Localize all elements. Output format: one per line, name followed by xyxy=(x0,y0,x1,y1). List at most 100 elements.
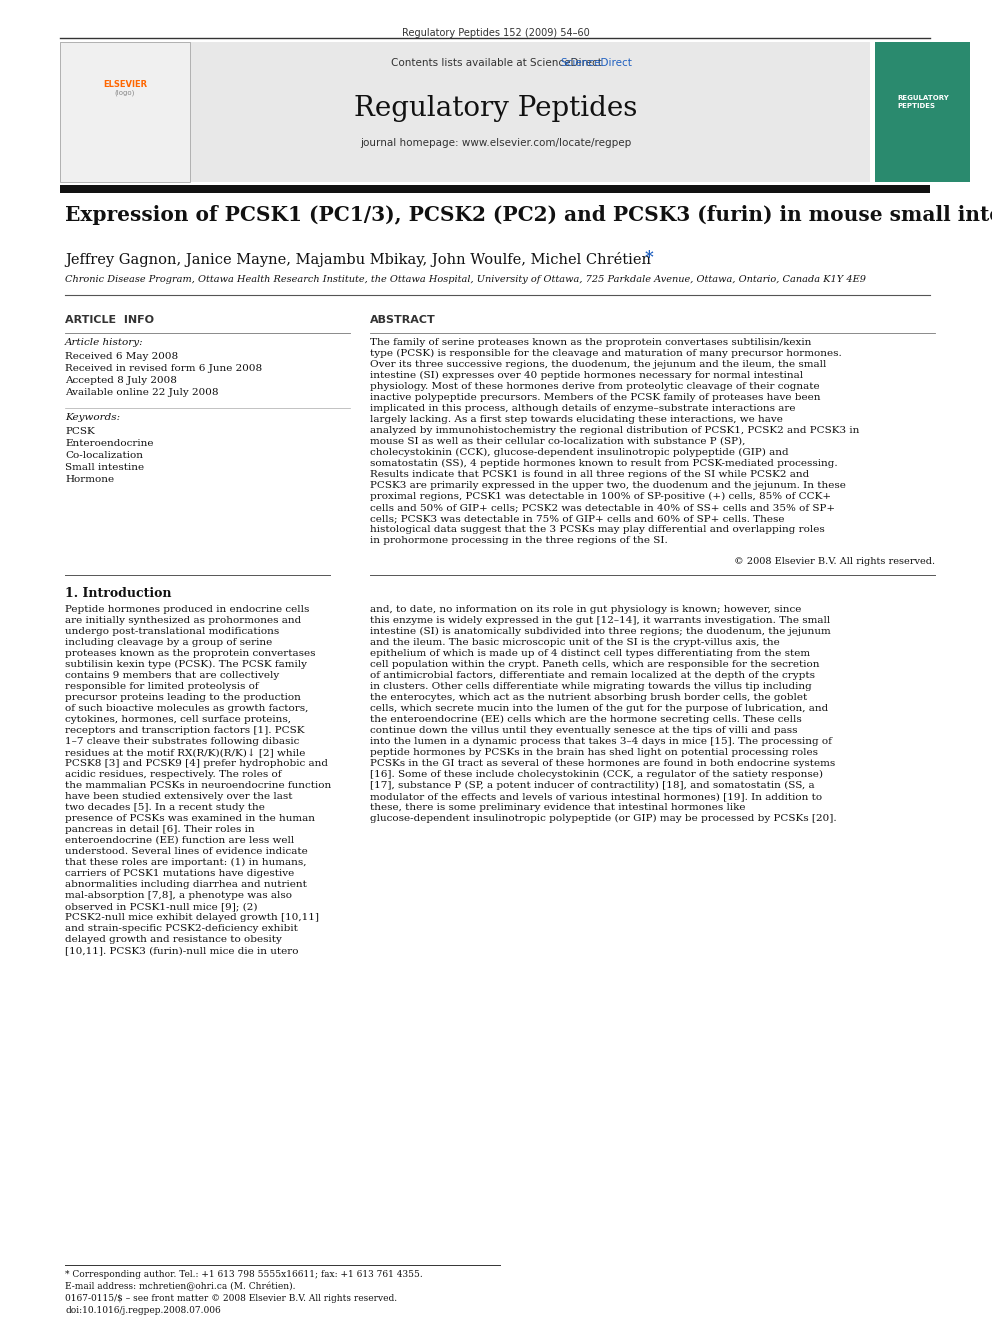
Text: Over its three successive regions, the duodenum, the jejunum and the ileum, the : Over its three successive regions, the d… xyxy=(370,360,826,369)
Text: mal-absorption [7,8], a phenotype was also: mal-absorption [7,8], a phenotype was al… xyxy=(65,890,292,900)
Text: (logo): (logo) xyxy=(115,90,135,97)
Text: *: * xyxy=(645,249,654,266)
Text: * Corresponding author. Tel.: +1 613 798 5555x16611; fax: +1 613 761 4355.: * Corresponding author. Tel.: +1 613 798… xyxy=(65,1270,423,1279)
Text: modulator of the effects and levels of various intestinal hormones) [19]. In add: modulator of the effects and levels of v… xyxy=(370,792,822,800)
Text: intestine (SI) is anatomically subdivided into three regions; the duodenum, the : intestine (SI) is anatomically subdivide… xyxy=(370,627,830,636)
Text: Regulatory Peptides 152 (2009) 54–60: Regulatory Peptides 152 (2009) 54–60 xyxy=(402,28,590,38)
Text: Received 6 May 2008: Received 6 May 2008 xyxy=(65,352,179,361)
Text: cells, which secrete mucin into the lumen of the gut for the purpose of lubricat: cells, which secrete mucin into the lume… xyxy=(370,704,828,713)
Text: Available online 22 July 2008: Available online 22 July 2008 xyxy=(65,388,218,397)
Text: this enzyme is widely expressed in the gut [12–14], it warrants investigation. T: this enzyme is widely expressed in the g… xyxy=(370,617,830,624)
Text: analyzed by immunohistochemistry the regional distribution of PCSK1, PCSK2 and P: analyzed by immunohistochemistry the reg… xyxy=(370,426,859,435)
Text: PCSKs in the GI tract as several of these hormones are found in both endocrine s: PCSKs in the GI tract as several of thes… xyxy=(370,759,835,767)
Text: peptide hormones by PCSKs in the brain has shed light on potential processing ro: peptide hormones by PCSKs in the brain h… xyxy=(370,747,818,757)
Text: PCSK: PCSK xyxy=(65,427,95,437)
Text: glucose-dependent insulinotropic polypeptide (or GIP) may be processed by PCSKs : glucose-dependent insulinotropic polypep… xyxy=(370,814,836,823)
Text: intestine (SI) expresses over 40 peptide hormones necessary for normal intestina: intestine (SI) expresses over 40 peptide… xyxy=(370,370,804,380)
Text: epithelium of which is made up of 4 distinct cell types differentiating from the: epithelium of which is made up of 4 dist… xyxy=(370,650,810,658)
Text: ABSTRACT: ABSTRACT xyxy=(370,315,435,325)
Text: into the lumen in a dynamic process that takes 3–4 days in mice [15]. The proces: into the lumen in a dynamic process that… xyxy=(370,737,832,746)
Text: cell population within the crypt. Paneth cells, which are responsible for the se: cell population within the crypt. Paneth… xyxy=(370,660,819,669)
Text: including cleavage by a group of serine: including cleavage by a group of serine xyxy=(65,638,272,647)
Text: residues at the motif RX(R/K)(R/K)↓ [2] while: residues at the motif RX(R/K)(R/K)↓ [2] … xyxy=(65,747,306,757)
Text: ELSEVIER: ELSEVIER xyxy=(103,79,147,89)
Text: Contents lists available at ScienceDirect: Contents lists available at ScienceDirec… xyxy=(391,58,601,67)
Text: cells; PCSK3 was detectable in 75% of GIP+ cells and 60% of SP+ cells. These: cells; PCSK3 was detectable in 75% of GI… xyxy=(370,515,785,523)
Text: REGULATORY
PEPTIDES: REGULATORY PEPTIDES xyxy=(897,95,948,108)
Text: the mammalian PCSKs in neuroendocrine function: the mammalian PCSKs in neuroendocrine fu… xyxy=(65,781,331,790)
Text: and, to date, no information on its role in gut physiology is known; however, si: and, to date, no information on its role… xyxy=(370,605,802,614)
Text: cells and 50% of GIP+ cells; PCSK2 was detectable in 40% of SS+ cells and 35% of: cells and 50% of GIP+ cells; PCSK2 was d… xyxy=(370,503,835,512)
Text: 0167-0115/$ – see front matter © 2008 Elsevier B.V. All rights reserved.: 0167-0115/$ – see front matter © 2008 El… xyxy=(65,1294,397,1303)
FancyBboxPatch shape xyxy=(60,42,870,183)
Text: © 2008 Elsevier B.V. All rights reserved.: © 2008 Elsevier B.V. All rights reserved… xyxy=(734,557,935,566)
Text: subtilisin kexin type (PCSK). The PCSK family: subtilisin kexin type (PCSK). The PCSK f… xyxy=(65,660,307,669)
Text: inactive polypeptide precursors. Members of the PCSK family of proteases have be: inactive polypeptide precursors. Members… xyxy=(370,393,820,402)
Text: that these roles are important: (1) in humans,: that these roles are important: (1) in h… xyxy=(65,859,307,867)
Text: cholecystokinin (CCK), glucose-dependent insulinotropic polypeptide (GIP) and: cholecystokinin (CCK), glucose-dependent… xyxy=(370,448,789,458)
Text: Expression of PCSK1 (PC1/3), PCSK2 (PC2) and PCSK3 (furin) in mouse small intest: Expression of PCSK1 (PC1/3), PCSK2 (PC2)… xyxy=(65,205,992,225)
FancyBboxPatch shape xyxy=(60,42,190,183)
Text: E-mail address: mchretien@ohri.ca (M. Chrétien).: E-mail address: mchretien@ohri.ca (M. Ch… xyxy=(65,1282,296,1291)
Text: two decades [5]. In a recent study the: two decades [5]. In a recent study the xyxy=(65,803,265,812)
Text: implicated in this process, although details of enzyme–substrate interactions ar: implicated in this process, although det… xyxy=(370,404,796,413)
Text: physiology. Most of these hormones derive from proteolytic cleavage of their cog: physiology. Most of these hormones deriv… xyxy=(370,382,819,392)
Text: undergo post-translational modifications: undergo post-translational modifications xyxy=(65,627,280,636)
Text: Enteroendocrine: Enteroendocrine xyxy=(65,439,154,448)
Text: the enterocytes, which act as the nutrient absorbing brush border cells, the gob: the enterocytes, which act as the nutrie… xyxy=(370,693,807,703)
Text: Small intestine: Small intestine xyxy=(65,463,144,472)
Text: acidic residues, respectively. The roles of: acidic residues, respectively. The roles… xyxy=(65,770,282,779)
Text: Regulatory Peptides: Regulatory Peptides xyxy=(354,95,638,122)
Text: precursor proteins leading to the production: precursor proteins leading to the produc… xyxy=(65,693,301,703)
Text: 1–7 cleave their substrates following dibasic: 1–7 cleave their substrates following di… xyxy=(65,737,300,746)
Text: understood. Several lines of evidence indicate: understood. Several lines of evidence in… xyxy=(65,847,308,856)
Text: these, there is some preliminary evidence that intestinal hormones like: these, there is some preliminary evidenc… xyxy=(370,803,746,812)
Text: pancreas in detail [6]. Their roles in: pancreas in detail [6]. Their roles in xyxy=(65,826,255,833)
Text: of such bioactive molecules as growth factors,: of such bioactive molecules as growth fa… xyxy=(65,704,309,713)
Text: ARTICLE  INFO: ARTICLE INFO xyxy=(65,315,154,325)
Text: [10,11]. PCSK3 (furin)-null mice die in utero: [10,11]. PCSK3 (furin)-null mice die in … xyxy=(65,946,299,955)
Text: continue down the villus until they eventually senesce at the tips of villi and : continue down the villus until they even… xyxy=(370,726,798,736)
Text: and strain-specific PCSK2-deficiency exhibit: and strain-specific PCSK2-deficiency exh… xyxy=(65,923,298,933)
Text: mouse SI as well as their cellular co-localization with substance P (SP),: mouse SI as well as their cellular co-lo… xyxy=(370,437,745,446)
Text: and the ileum. The basic microscopic unit of the SI is the crypt-villus axis, th: and the ileum. The basic microscopic uni… xyxy=(370,638,780,647)
Text: PCSK3 are primarily expressed in the upper two, the duodenum and the jejunum. In: PCSK3 are primarily expressed in the upp… xyxy=(370,482,846,490)
Text: Received in revised form 6 June 2008: Received in revised form 6 June 2008 xyxy=(65,364,262,373)
Text: carriers of PCSK1 mutations have digestive: carriers of PCSK1 mutations have digesti… xyxy=(65,869,295,878)
Text: responsible for limited proteolysis of: responsible for limited proteolysis of xyxy=(65,681,259,691)
Text: Peptide hormones produced in endocrine cells: Peptide hormones produced in endocrine c… xyxy=(65,605,310,614)
FancyBboxPatch shape xyxy=(875,42,970,183)
Text: PCSK8 [3] and PCSK9 [4] prefer hydrophobic and: PCSK8 [3] and PCSK9 [4] prefer hydrophob… xyxy=(65,759,328,767)
Text: cytokines, hormones, cell surface proteins,: cytokines, hormones, cell surface protei… xyxy=(65,714,291,724)
Text: presence of PCSKs was examined in the human: presence of PCSKs was examined in the hu… xyxy=(65,814,315,823)
Text: Accepted 8 July 2008: Accepted 8 July 2008 xyxy=(65,376,177,385)
Text: ScienceDirect: ScienceDirect xyxy=(560,58,632,67)
Text: enteroendocrine (EE) function are less well: enteroendocrine (EE) function are less w… xyxy=(65,836,295,845)
Text: of antimicrobial factors, differentiate and remain localized at the depth of the: of antimicrobial factors, differentiate … xyxy=(370,671,815,680)
Text: Results indicate that PCSK1 is found in all three regions of the SI while PCSK2 : Results indicate that PCSK1 is found in … xyxy=(370,470,809,479)
Text: largely lacking. As a first step towards elucidating these interactions, we have: largely lacking. As a first step towards… xyxy=(370,415,783,423)
Text: abnormalities including diarrhea and nutrient: abnormalities including diarrhea and nut… xyxy=(65,880,307,889)
Text: The family of serine proteases known as the proprotein convertases subtilisin/ke: The family of serine proteases known as … xyxy=(370,337,811,347)
Text: in clusters. Other cells differentiate while migrating towards the villus tip in: in clusters. Other cells differentiate w… xyxy=(370,681,811,691)
Text: observed in PCSK1-null mice [9]; (2): observed in PCSK1-null mice [9]; (2) xyxy=(65,902,258,912)
Text: delayed growth and resistance to obesity: delayed growth and resistance to obesity xyxy=(65,935,282,945)
Text: type (PCSK) is responsible for the cleavage and maturation of many precursor hor: type (PCSK) is responsible for the cleav… xyxy=(370,349,842,359)
Text: Co-localization: Co-localization xyxy=(65,451,143,460)
Text: Article history:: Article history: xyxy=(65,337,144,347)
Text: have been studied extensively over the last: have been studied extensively over the l… xyxy=(65,792,293,800)
Text: are initially synthesized as prohormones and: are initially synthesized as prohormones… xyxy=(65,617,302,624)
Text: journal homepage: www.elsevier.com/locate/regpep: journal homepage: www.elsevier.com/locat… xyxy=(360,138,632,148)
Text: contains 9 members that are collectively: contains 9 members that are collectively xyxy=(65,671,280,680)
Text: PCSK2-null mice exhibit delayed growth [10,11]: PCSK2-null mice exhibit delayed growth [… xyxy=(65,913,319,922)
Text: Jeffrey Gagnon, Janice Mayne, Majambu Mbikay, John Woulfe, Michel Chrétien: Jeffrey Gagnon, Janice Mayne, Majambu Mb… xyxy=(65,251,651,267)
Text: doi:10.1016/j.regpep.2008.07.006: doi:10.1016/j.regpep.2008.07.006 xyxy=(65,1306,221,1315)
Text: [17], substance P (SP, a potent inducer of contractility) [18], and somatostatin: [17], substance P (SP, a potent inducer … xyxy=(370,781,814,790)
Text: the enteroendocrine (EE) cells which are the hormone secreting cells. These cell: the enteroendocrine (EE) cells which are… xyxy=(370,714,802,724)
Text: Chronic Disease Program, Ottawa Health Research Institute, the Ottawa Hospital, : Chronic Disease Program, Ottawa Health R… xyxy=(65,275,866,284)
Text: Keywords:: Keywords: xyxy=(65,413,120,422)
Text: in prohormone processing in the three regions of the SI.: in prohormone processing in the three re… xyxy=(370,536,668,545)
Text: receptors and transcription factors [1]. PCSK: receptors and transcription factors [1].… xyxy=(65,726,305,736)
Text: proteases known as the proprotein convertases: proteases known as the proprotein conver… xyxy=(65,650,315,658)
Text: proximal regions, PCSK1 was detectable in 100% of SP-positive (+) cells, 85% of : proximal regions, PCSK1 was detectable i… xyxy=(370,492,831,501)
